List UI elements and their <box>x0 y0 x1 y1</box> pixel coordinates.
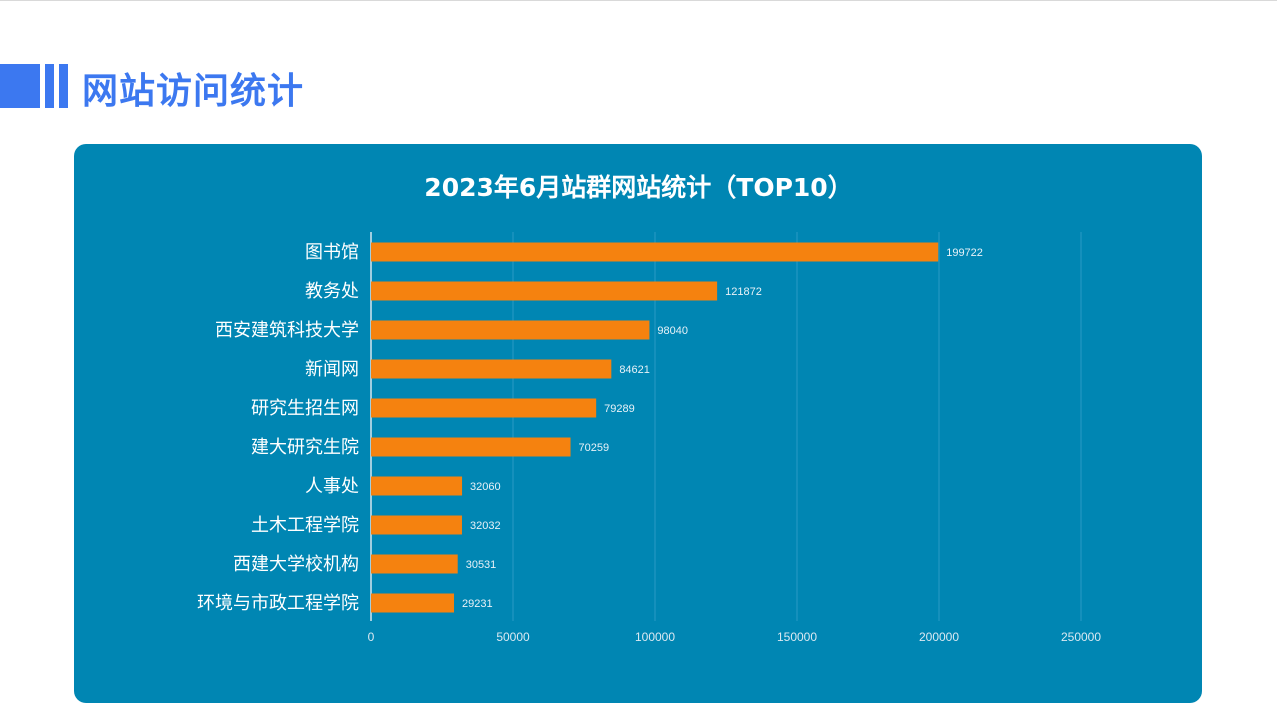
bar <box>371 515 462 535</box>
category-label: 人事处 <box>305 476 359 497</box>
category-label: 环境与市政工程学院 <box>197 593 359 614</box>
page-title: 网站访问统计 <box>82 71 305 112</box>
bar <box>371 476 463 496</box>
value-label: 121872 <box>725 286 762 298</box>
x-tick-label: 50000 <box>496 630 530 644</box>
x-tick-label: 0 <box>368 630 375 644</box>
x-tick-label: 150000 <box>777 630 817 644</box>
value-label: 29231 <box>462 598 493 610</box>
category-label: 建大研究生院 <box>251 437 359 458</box>
accent-bar <box>45 64 54 108</box>
value-label: 70259 <box>579 442 610 454</box>
value-label: 79289 <box>604 403 635 415</box>
category-label: 研究生招生网 <box>251 398 359 419</box>
value-label: 32060 <box>470 481 501 493</box>
bar <box>371 554 458 574</box>
category-label: 西安建筑科技大学 <box>215 320 359 341</box>
category-label: 教务处 <box>305 281 359 302</box>
top-rule <box>0 0 1277 1</box>
category-label: 西建大学校机构 <box>233 554 359 575</box>
value-label: 84621 <box>619 364 650 376</box>
chart-panel <box>74 144 1202 703</box>
category-label: 土木工程学院 <box>251 515 359 536</box>
x-tick-label: 100000 <box>635 630 675 644</box>
category-label: 新闻网 <box>305 359 359 380</box>
bars <box>371 242 939 613</box>
x-tick-label: 250000 <box>1061 630 1101 644</box>
bar <box>371 320 650 340</box>
value-label: 98040 <box>657 325 688 337</box>
accent-block <box>0 64 40 108</box>
value-label: 199722 <box>946 247 983 259</box>
bar <box>371 437 571 457</box>
chart-title: 2023年6月站群网站统计（TOP10） <box>424 173 853 202</box>
value-label: 30531 <box>466 559 497 571</box>
accent-bar-secondary <box>59 64 68 108</box>
value-label: 32032 <box>470 520 501 532</box>
bar <box>371 281 718 301</box>
bar <box>371 398 597 418</box>
x-tick-label: 200000 <box>919 630 959 644</box>
bar <box>371 242 939 262</box>
bar <box>371 593 455 613</box>
category-label: 图书馆 <box>305 242 359 263</box>
labels: 0 50000 100000 150000 200000 250000 图书馆 199722 教… <box>197 242 1101 644</box>
bar <box>371 359 612 379</box>
